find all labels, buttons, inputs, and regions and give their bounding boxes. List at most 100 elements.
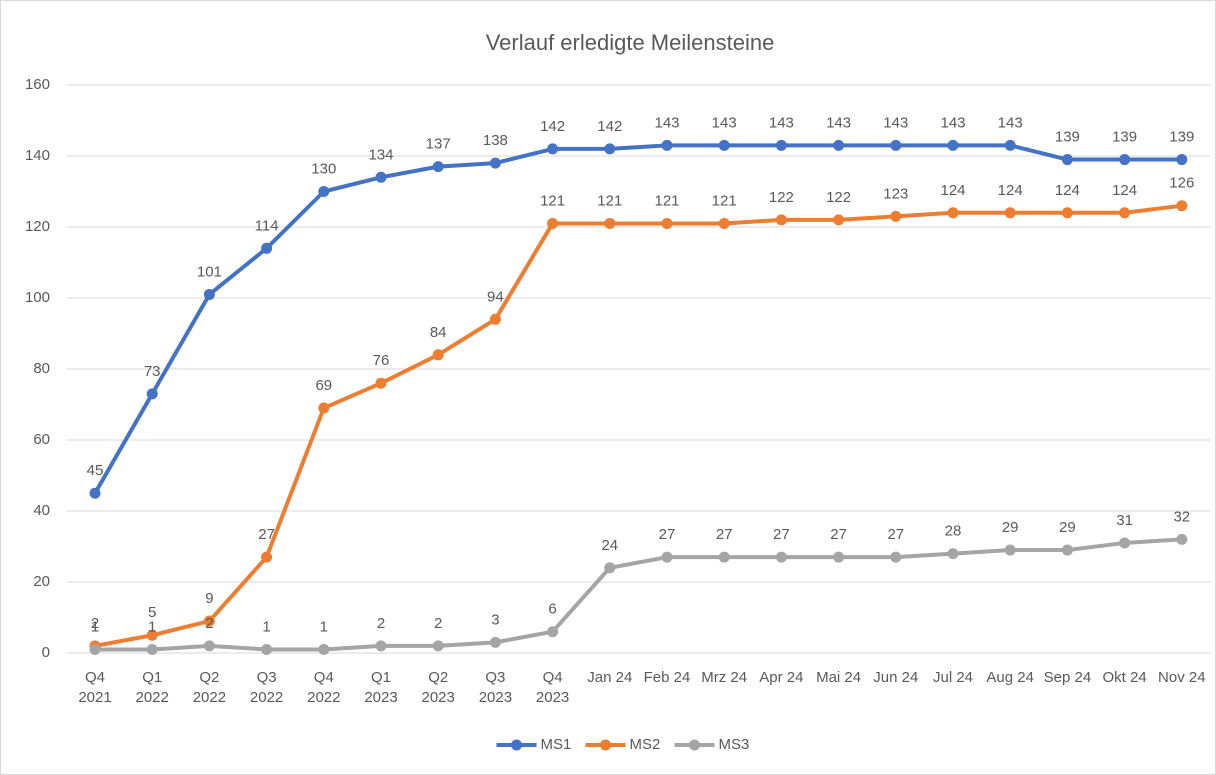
data-point	[661, 551, 673, 563]
data-label: 28	[945, 523, 962, 540]
data-point	[432, 349, 444, 361]
data-point	[203, 640, 215, 652]
data-label: 27	[830, 526, 847, 543]
data-point	[947, 207, 959, 219]
y-tick-label: 140	[25, 147, 50, 164]
legend-marker	[600, 739, 611, 751]
x-tick-label: Q4 2023	[536, 669, 569, 706]
x-tick-label: Aug 24	[986, 669, 1034, 686]
data-label: 139	[1055, 129, 1080, 146]
data-label: 143	[712, 114, 737, 131]
x-tick-label: Q3 2022	[250, 669, 283, 706]
data-point	[604, 562, 616, 574]
legend-label: MS1	[541, 736, 572, 753]
y-tick-label: 20	[33, 573, 50, 590]
data-point	[890, 210, 902, 222]
data-point	[1119, 207, 1131, 219]
data-point	[1004, 139, 1016, 151]
data-point	[489, 636, 501, 648]
data-point	[203, 288, 215, 300]
data-point	[775, 214, 787, 226]
data-label: 121	[597, 192, 622, 209]
data-label: 6	[548, 601, 556, 618]
chart-title: Verlauf erledigte Meilensteine	[486, 30, 775, 55]
x-tick-label: Jul 24	[933, 669, 973, 686]
data-point	[261, 643, 273, 655]
y-tick-label: 0	[42, 644, 50, 661]
data-label: 122	[769, 189, 794, 206]
y-tick-label: 80	[33, 360, 50, 377]
data-label: 114	[255, 217, 279, 234]
data-label: 124	[1112, 182, 1137, 199]
x-tick-label: Okt 24	[1103, 669, 1147, 686]
x-tick-label: Q3 2023	[479, 669, 512, 706]
y-tick-label: 100	[25, 289, 50, 306]
data-point	[261, 242, 273, 254]
x-tick-label: Q1 2023	[364, 669, 397, 706]
data-point	[1004, 207, 1016, 219]
data-label: 27	[258, 526, 275, 543]
data-point	[1119, 154, 1131, 166]
data-label: 31	[1116, 512, 1133, 529]
data-label: 123	[883, 185, 908, 202]
data-label: 1	[148, 618, 156, 635]
data-label: 143	[826, 114, 851, 131]
data-label: 27	[887, 526, 904, 543]
data-label: 29	[1059, 519, 1076, 536]
data-point	[318, 643, 330, 655]
data-point	[833, 139, 845, 151]
data-point	[1176, 154, 1188, 166]
data-point	[1061, 544, 1073, 556]
x-tick-label: Apr 24	[759, 669, 803, 686]
data-point	[489, 313, 501, 325]
data-point	[1004, 544, 1016, 556]
data-label: 138	[483, 132, 508, 149]
data-point	[1061, 207, 1073, 219]
legend-marker	[511, 739, 522, 751]
x-tick-label: Mrz 24	[701, 669, 747, 686]
x-tick-label: Mai 24	[816, 669, 861, 686]
data-point	[432, 640, 444, 652]
data-label: 143	[769, 114, 794, 131]
data-label: 124	[940, 182, 965, 199]
data-point	[318, 402, 330, 414]
data-label: 27	[773, 526, 790, 543]
series-line	[93, 143, 1182, 495]
data-point	[661, 217, 673, 229]
data-label: 1	[91, 618, 99, 635]
data-label: 1	[262, 618, 270, 635]
data-point	[146, 388, 158, 400]
data-point	[833, 551, 845, 563]
y-tick-label: 40	[33, 502, 50, 519]
data-label: 139	[1112, 129, 1137, 146]
data-point	[489, 157, 501, 169]
series-line	[95, 537, 1182, 652]
x-tick-label: Q4 2022	[307, 669, 340, 706]
data-point	[775, 551, 787, 563]
data-label: 139	[1169, 129, 1194, 146]
data-point	[375, 377, 387, 389]
data-label: 143	[883, 114, 908, 131]
data-point	[718, 217, 730, 229]
data-label: 2	[91, 615, 99, 632]
data-label: 5	[148, 604, 156, 621]
data-label: 121	[712, 192, 737, 209]
data-label: 69	[315, 377, 332, 394]
data-point	[1176, 533, 1188, 545]
data-label: 143	[940, 114, 965, 131]
x-tick-label: Sep 24	[1044, 669, 1092, 686]
data-label: 27	[659, 526, 676, 543]
data-point	[947, 139, 959, 151]
data-label: 124	[1055, 182, 1080, 199]
x-tick-label: Q2 2022	[193, 669, 226, 706]
data-label: 130	[311, 160, 336, 177]
legend-marker	[689, 739, 700, 751]
data-label: 45	[87, 462, 104, 479]
data-label: 3	[491, 611, 499, 628]
y-tick-label: 60	[33, 431, 50, 448]
legend-label: MS2	[630, 736, 661, 753]
x-tick-label: Q4 2021	[78, 669, 111, 706]
data-label: 84	[430, 324, 447, 341]
